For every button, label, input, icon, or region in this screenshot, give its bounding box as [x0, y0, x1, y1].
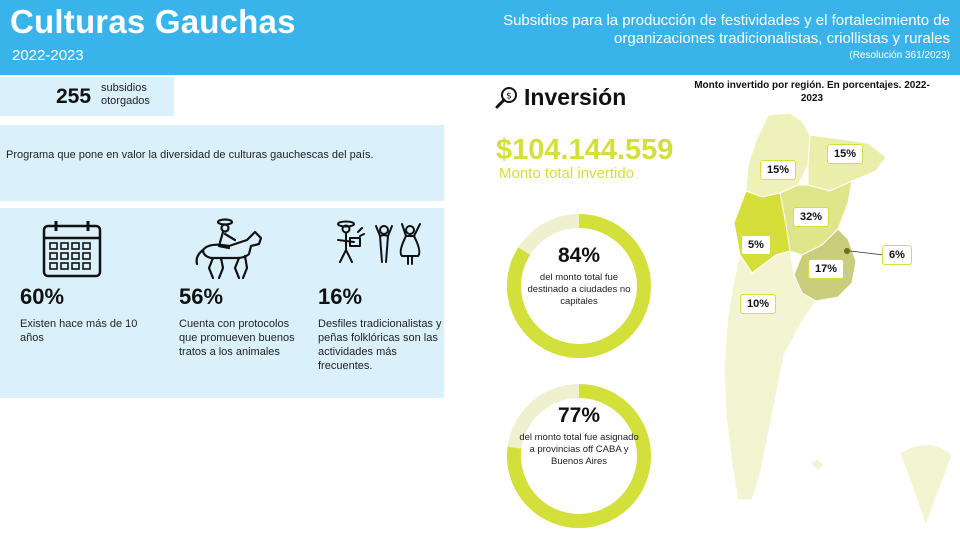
map-label-centro: 32%	[793, 207, 830, 227]
map-region-caba	[844, 248, 850, 254]
header-banner: Culturas Gauchas 2022-2023 Subsidios par…	[0, 0, 960, 75]
stat-description: Cuenta con protocolos que promueven buen…	[179, 318, 295, 358]
stats-box: 60% Existen hace más de 10 años 56% Cuen…	[0, 208, 444, 398]
page-subtitle: Subsidios para la producción de festivid…	[503, 12, 950, 47]
map-title: Monto invertido por región. En porcentaj…	[694, 80, 930, 104]
inversion-amount-label: Monto total invertido	[499, 165, 635, 182]
map-label-caba: 6%	[882, 245, 912, 265]
donut-arc	[507, 384, 651, 528]
map-label-patagonia: 10%	[740, 294, 777, 314]
stat-item: 60% Existen hace más de 10 años	[20, 208, 160, 398]
subsidios-count: 255	[56, 85, 92, 108]
inversion-title: Inversión	[524, 84, 627, 110]
page-years: 2022-2023	[12, 47, 84, 64]
folk-dancers-icon	[337, 220, 421, 265]
map-label-cuyo: 5%	[741, 235, 771, 255]
subsidios-label: subsidios otorgados	[101, 82, 150, 107]
programa-box: Programa que pone en valor la diversidad…	[0, 125, 444, 201]
calendar-icon	[42, 221, 102, 278]
programa-text: Programa que pone en valor la diversidad…	[6, 149, 374, 161]
horse-rider-icon	[195, 218, 263, 280]
inversion-amount: $104.144.559	[496, 134, 674, 166]
donut-text: del monto total fue asignado a provincia…	[519, 432, 639, 467]
map-antarctic-sector	[899, 444, 953, 527]
resolution-note: (Resolución 361/2023)	[849, 50, 950, 61]
map-label-noreste: 15%	[827, 144, 864, 164]
donut-text: del monto total fue destinado a ciudades…	[527, 272, 631, 307]
donut-ring	[507, 384, 651, 528]
map-region-noroeste	[745, 112, 811, 198]
donut-arc	[507, 214, 651, 358]
money-search-icon: $	[495, 87, 517, 109]
map-region-islands	[809, 458, 825, 472]
donut-percent: 77%	[557, 404, 601, 427]
stat-description: Existen hace más de 10 años	[20, 318, 138, 344]
donut-chart-provincias: 77% del monto total fue asignado a provi…	[505, 382, 653, 530]
donut-percent: 84%	[557, 244, 601, 267]
donut-ring	[507, 214, 651, 358]
map-label-noroeste: 15%	[760, 160, 797, 180]
subsidios-box: 255 subsidios otorgados	[0, 77, 174, 116]
donut-chart-ciudades: 84% del monto total fue destinado a ciud…	[505, 212, 653, 360]
svg-text:$: $	[506, 92, 512, 102]
page-title: Culturas Gauchas	[10, 3, 296, 40]
map-label-buenos-aires: 17%	[808, 259, 845, 279]
stat-item: 56% Cuenta con protocolos que promueven …	[179, 208, 319, 398]
stat-percent: 60%	[20, 284, 65, 309]
argentina-map	[723, 112, 953, 527]
stat-percent: 16%	[318, 284, 363, 309]
stat-description: Desfiles tradicionalistas y peñas folkló…	[318, 318, 442, 372]
stat-item: 16% Desfiles tradicionalistas y peñas fo…	[318, 208, 458, 398]
stat-percent: 56%	[179, 284, 224, 309]
